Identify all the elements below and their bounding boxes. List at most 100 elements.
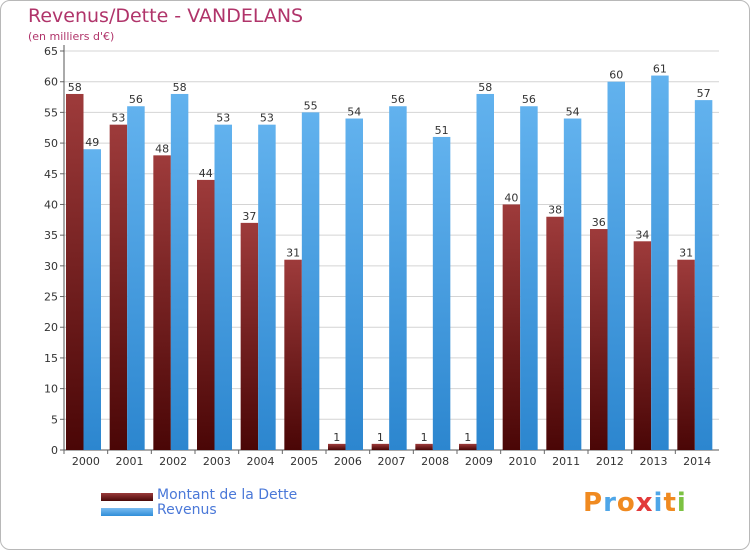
bar-debt (633, 241, 652, 450)
data-label-revenus: 58 (173, 81, 187, 94)
bar-revenus (301, 112, 320, 450)
data-label-debt: 31 (286, 247, 300, 260)
data-label-revenus: 49 (85, 136, 99, 149)
y-tick-label: 55 (44, 106, 58, 119)
bar-debt (240, 222, 259, 450)
data-label-revenus: 54 (566, 106, 580, 119)
logo-letter: i (676, 488, 687, 518)
bar-revenus (520, 106, 538, 450)
data-label-debt: 58 (68, 81, 82, 94)
y-tick-label: 40 (44, 198, 58, 211)
plot-area: 0 5 10 15 20 25 30 35 40 45 50 55 60 65 58 49 2000 53 56 20… (44, 45, 719, 468)
bar-debt (502, 204, 521, 450)
y-tick-label: 65 (44, 45, 58, 58)
bar-revenus (170, 93, 189, 450)
y-tick-label: 10 (44, 383, 58, 396)
data-label-revenus: 61 (653, 63, 667, 76)
data-label-revenus: 60 (609, 69, 623, 82)
x-tick-label: 2009 (465, 455, 493, 468)
bar-debt (590, 229, 608, 450)
x-tick-label: 2001 (116, 455, 144, 468)
data-label-debt: 31 (679, 247, 693, 260)
bar-debt (328, 443, 346, 450)
x-tick-label: 2003 (203, 455, 231, 468)
bar-revenus (127, 106, 145, 450)
legend-swatch-revenus (101, 508, 153, 516)
bar-debt (109, 124, 128, 451)
data-label-revenus: 56 (129, 93, 143, 106)
x-tick-label: 2014 (683, 455, 711, 468)
logo-letter: P (583, 488, 604, 518)
y-tick-label: 25 (44, 291, 58, 304)
y-tick-label: 60 (44, 76, 58, 89)
x-tick-label: 2006 (334, 455, 362, 468)
bar-revenus (389, 106, 407, 450)
logo-letter: x (635, 488, 654, 518)
bar-debt (66, 93, 84, 450)
data-label-debt: 48 (155, 142, 169, 155)
data-label-debt: 38 (548, 204, 562, 217)
x-tick-label: 2012 (596, 455, 624, 468)
data-label-revenus: 58 (478, 81, 492, 94)
y-tick-label: 45 (44, 168, 58, 181)
x-tick-label: 2000 (72, 455, 100, 468)
bar-debt (677, 259, 695, 450)
bar-debt (284, 259, 302, 450)
data-label-debt: 53 (111, 112, 125, 125)
logo-letter: r (603, 488, 617, 518)
logo-letter: o (616, 488, 636, 518)
data-label-revenus: 51 (435, 124, 449, 137)
data-label-debt: 1 (421, 431, 428, 444)
bar-revenus (694, 100, 713, 450)
y-tick-label: 30 (44, 260, 58, 273)
logo-letter: i (653, 488, 664, 518)
bar-debt (415, 443, 433, 450)
data-label-debt: 1 (333, 431, 340, 444)
data-label-debt: 44 (199, 167, 213, 180)
y-tick-label: 20 (44, 321, 58, 334)
data-label-revenus: 54 (347, 106, 361, 119)
logo-letter: t (663, 488, 677, 518)
legend-label-revenus: Revenus (157, 502, 217, 518)
bar-revenus (607, 81, 625, 450)
data-label-revenus: 56 (391, 93, 405, 106)
y-tick-label: 50 (44, 137, 58, 150)
x-tick-label: 2002 (159, 455, 187, 468)
bar-revenus (345, 118, 363, 451)
data-label-debt: 1 (377, 431, 384, 444)
bar-debt (153, 155, 171, 450)
chart-title: Revenus/Dette - VANDELANS (28, 5, 304, 27)
bar-debt (459, 443, 477, 450)
x-tick-label: 2013 (640, 455, 668, 468)
bar-revenus (83, 149, 101, 450)
x-tick-label: 2008 (421, 455, 449, 468)
chart-subtitle: (en milliers d'€) (28, 30, 115, 43)
x-tick-label: 2010 (509, 455, 537, 468)
data-label-debt: 1 (464, 431, 471, 444)
data-label-debt: 37 (242, 210, 256, 223)
data-label-revenus: 57 (697, 87, 711, 100)
data-label-revenus: 53 (260, 112, 274, 125)
bar-revenus (651, 75, 669, 451)
data-label-revenus: 53 (216, 112, 230, 125)
legend-label-debt: Montant de la Dette (157, 487, 298, 503)
data-label-debt: 40 (504, 191, 518, 204)
y-tick-label: 5 (51, 413, 58, 426)
bar-revenus (476, 93, 494, 450)
bar-revenus (563, 118, 582, 451)
x-tick-label: 2005 (290, 455, 318, 468)
x-tick-label: 2004 (247, 455, 275, 468)
y-tick-label: 35 (44, 229, 58, 242)
proxiti-logo: Proxiti (583, 488, 687, 518)
bar-revenus (214, 124, 232, 451)
bar-revenus (258, 124, 276, 451)
bar-debt (546, 216, 564, 450)
data-label-debt: 36 (592, 216, 606, 229)
data-label-debt: 34 (635, 228, 649, 241)
data-label-revenus: 56 (522, 93, 536, 106)
bar-debt (197, 179, 215, 450)
data-label-revenus: 55 (304, 99, 318, 112)
y-tick-label: 0 (51, 444, 58, 457)
